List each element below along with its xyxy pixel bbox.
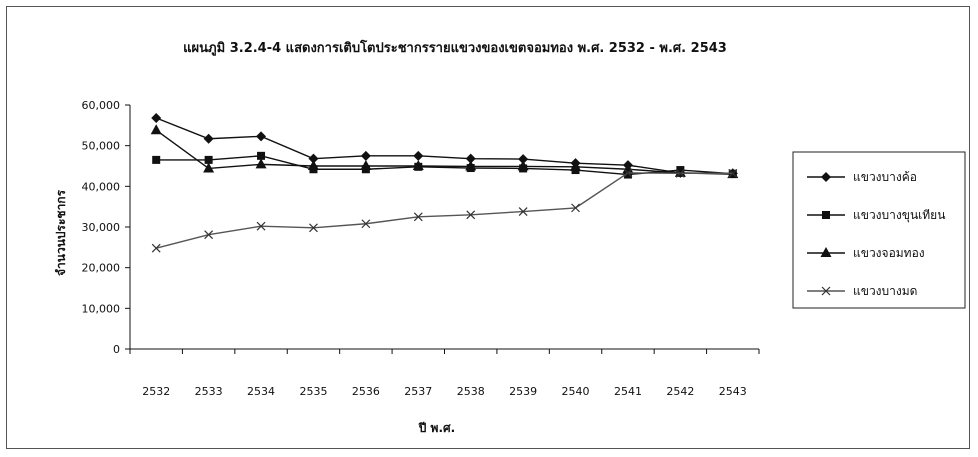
x-tick-label: 2532	[142, 385, 170, 398]
data-point	[307, 160, 319, 170]
data-point	[204, 230, 214, 240]
legend-item: แขวงบางมด	[807, 284, 917, 298]
data-point	[465, 153, 476, 164]
data-point	[465, 160, 477, 171]
x-axis-label: ปี พ.ศ.	[418, 421, 455, 435]
legend-item: แขวงบางขุนเทียน	[807, 208, 945, 223]
x-tick-label: 2543	[719, 385, 747, 398]
y-axis-label-group: จำนวนประชากร	[54, 189, 68, 276]
data-point	[518, 154, 529, 165]
data-point	[150, 124, 162, 135]
legend-marker	[820, 247, 832, 257]
data-point	[257, 151, 266, 160]
data-point	[152, 155, 161, 164]
data-point	[728, 168, 738, 178]
y-tick-label: 50,000	[82, 140, 121, 153]
data-point	[360, 150, 371, 161]
legend: แขวงบางค้อแขวงบางขุนเทียนแขวงจอมทองแขวงบ…	[792, 151, 966, 309]
legend-item: แขวงบางค้อ	[807, 170, 917, 184]
data-point	[413, 212, 423, 222]
legend-label: แขวงบางมด	[853, 284, 917, 298]
data-point	[203, 162, 215, 173]
data-point	[623, 168, 633, 178]
x-tick-label: 2540	[562, 385, 590, 398]
series-line	[155, 117, 733, 175]
series-1	[151, 113, 738, 179]
y-tick-label: 20,000	[82, 262, 121, 275]
legend-marker	[822, 211, 830, 219]
data-point	[412, 160, 424, 170]
data-point	[361, 219, 371, 229]
y-tick-label: 60,000	[82, 99, 121, 112]
legend-marker	[821, 172, 831, 182]
data-point	[413, 150, 424, 161]
data-point	[570, 160, 582, 171]
data-point	[255, 158, 267, 169]
legend-item: แขวงจอมทอง	[807, 246, 925, 260]
x-tick-label: 2535	[299, 385, 327, 398]
x-tick-label: 2538	[457, 385, 485, 398]
axes: 0 10,000 20,000 30,000 40,000 50,000 60,000 253…	[82, 99, 760, 398]
data-point	[203, 133, 214, 144]
series-layer	[150, 113, 739, 253]
x-tick-label: 2537	[404, 385, 432, 398]
line-chart: แผนภูมิ 3.2.4-4 แสดงการเติบโตประชากรรายแ…	[54, 39, 966, 435]
x-tick-label: 2534	[247, 385, 275, 398]
series-line	[156, 155, 733, 176]
legend-marker	[821, 286, 831, 296]
legend-label: แขวงบางค้อ	[853, 170, 917, 184]
x-tick-label: 2541	[614, 385, 642, 398]
data-point	[466, 210, 476, 220]
y-tick-label: 30,000	[82, 221, 121, 234]
series-line	[155, 129, 733, 175]
data-point	[571, 203, 580, 213]
data-point	[151, 243, 161, 253]
x-tick-label: 2542	[666, 385, 694, 398]
data-point	[675, 168, 685, 178]
data-point	[623, 170, 632, 179]
y-tick-label: 0	[113, 343, 120, 356]
legend-box	[792, 151, 966, 309]
series-line	[156, 172, 733, 249]
legend-label: แขวงจอมทอง	[853, 246, 925, 260]
legend-label: แขวงบางขุนเทียน	[853, 208, 945, 223]
data-point	[309, 223, 318, 233]
x-tick-label: 2539	[509, 385, 537, 398]
y-tick-label: 40,000	[82, 180, 121, 193]
y-axis-label: จำนวนประชากร	[54, 189, 68, 276]
data-point	[360, 160, 372, 170]
data-point	[674, 166, 686, 177]
data-point	[517, 160, 529, 171]
data-point	[308, 153, 319, 164]
series-3	[150, 124, 739, 179]
x-tick-label: 2536	[352, 385, 380, 398]
data-point	[518, 207, 528, 216]
data-point	[204, 155, 213, 164]
data-point	[256, 131, 267, 142]
series-4	[151, 168, 738, 253]
x-tick-label: 2533	[195, 385, 223, 398]
y-tick-label: 10,000	[82, 302, 121, 315]
series-2	[152, 151, 737, 179]
data-point	[151, 113, 162, 124]
chart-title: แผนภูมิ 3.2.4-4 แสดงการเติบโตประชากรรายแ…	[183, 39, 727, 56]
data-point	[256, 221, 266, 231]
chart-frame: แผนภูมิ 3.2.4-4 แสดงการเติบโตประชากรรายแ…	[6, 6, 970, 449]
